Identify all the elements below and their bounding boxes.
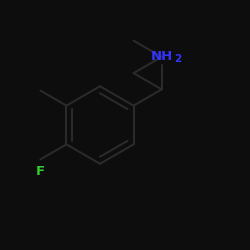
Text: 2: 2 xyxy=(174,54,181,64)
Text: F: F xyxy=(36,165,45,178)
Text: NH: NH xyxy=(150,50,173,62)
